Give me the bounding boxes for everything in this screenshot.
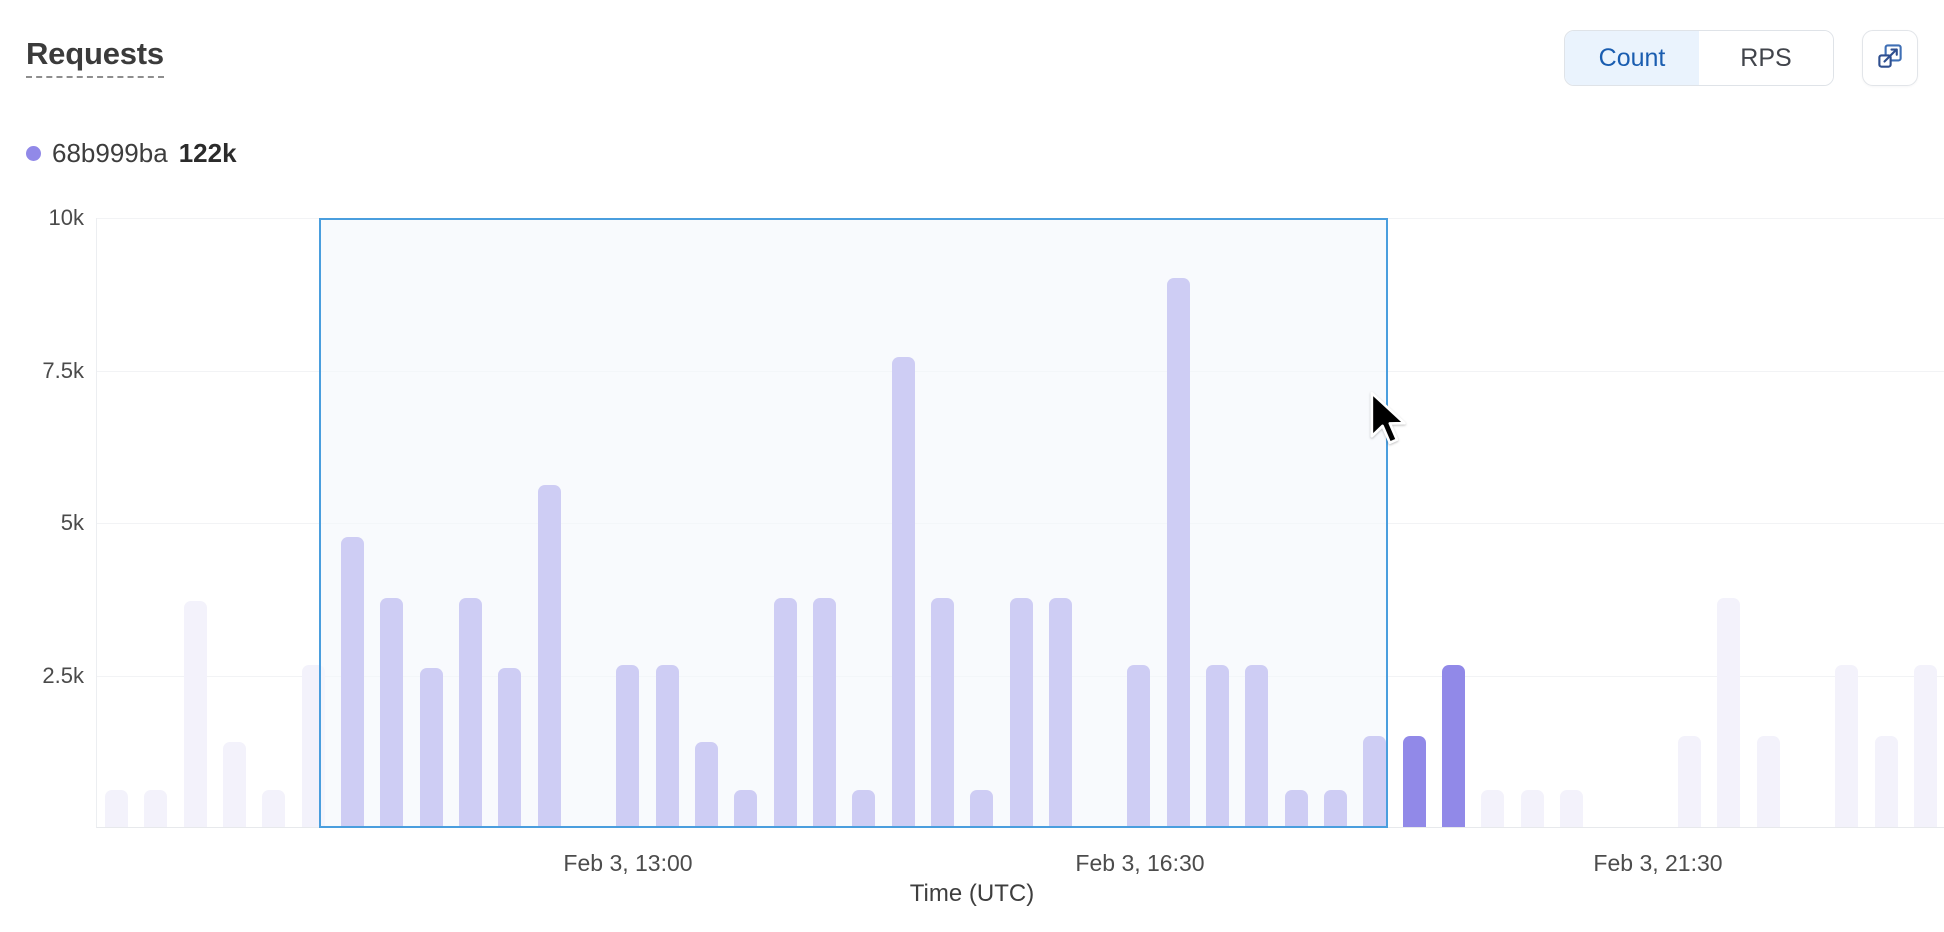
chart-bar[interactable] <box>144 790 168 827</box>
chart-legend[interactable]: 68b999ba 122k <box>26 138 237 169</box>
chart-bar[interactable] <box>183 601 207 827</box>
chart-bar[interactable] <box>930 598 954 827</box>
chart-bar[interactable] <box>1166 278 1190 827</box>
chart-bar[interactable] <box>1559 790 1583 827</box>
chart-bar[interactable] <box>537 485 561 827</box>
y-axis-tick-label: 10k <box>48 205 84 230</box>
chart-bar[interactable] <box>1520 790 1544 827</box>
metric-mode-toggle[interactable]: Count RPS <box>1564 30 1834 86</box>
open-in-new-icon <box>1875 41 1905 76</box>
page-title: Requests <box>26 38 164 78</box>
chart-bar[interactable] <box>1324 790 1348 827</box>
chart-bar[interactable] <box>694 741 718 827</box>
chart-bar[interactable] <box>1127 665 1151 827</box>
chart-bar[interactable] <box>1874 735 1898 827</box>
chart-bar[interactable] <box>1835 665 1859 827</box>
chart-bar[interactable] <box>773 598 797 827</box>
x-axis-tick-label: Feb 3, 13:00 <box>563 850 693 876</box>
chart-bar[interactable] <box>1402 735 1426 827</box>
chart-bar[interactable] <box>891 357 915 827</box>
tab-count[interactable]: Count <box>1565 31 1699 85</box>
legend-series-dot <box>26 146 41 161</box>
chart-bar[interactable] <box>1009 598 1033 827</box>
chart-bar[interactable] <box>616 665 640 827</box>
chart-bar[interactable] <box>812 598 836 827</box>
expand-chart-button[interactable] <box>1862 30 1918 86</box>
chart-bar[interactable] <box>459 598 483 827</box>
gridline <box>97 370 1944 372</box>
chart-bar[interactable] <box>1677 735 1701 827</box>
chart-bar[interactable] <box>1481 790 1505 827</box>
y-axis-tick-label: 2.5k <box>42 662 84 688</box>
chart-bar[interactable] <box>1284 790 1308 827</box>
chart-bar[interactable] <box>223 741 247 827</box>
tab-rps[interactable]: RPS <box>1699 31 1833 85</box>
chart-bar[interactable] <box>1442 665 1465 827</box>
chart-bar[interactable] <box>655 665 679 827</box>
chart-bar[interactable] <box>734 790 758 827</box>
chart-bar[interactable] <box>1363 735 1387 827</box>
panel-header: Requests Count RPS <box>0 0 1944 100</box>
plot-area[interactable] <box>96 218 1944 828</box>
gridline <box>97 218 1944 219</box>
gridline <box>97 523 1944 524</box>
chart-bar[interactable] <box>498 668 522 827</box>
chart-bar[interactable] <box>1717 598 1741 827</box>
chart-bar[interactable] <box>105 790 129 827</box>
chart-bar[interactable] <box>852 790 876 827</box>
chart-bar[interactable] <box>262 790 286 827</box>
chart-bar[interactable] <box>341 537 365 827</box>
legend-series-name: 68b999ba <box>52 138 168 168</box>
y-axis-tick-label: 5k <box>60 510 84 535</box>
legend-series-total: 122k <box>178 138 237 168</box>
chart-bar[interactable] <box>1756 735 1780 827</box>
chart-bar[interactable] <box>970 790 994 827</box>
chart-bar[interactable] <box>1048 598 1072 827</box>
y-axis-tick-label: 7.5k <box>42 357 84 383</box>
chart-bar[interactable] <box>1206 665 1230 827</box>
chart-bar[interactable] <box>380 598 404 827</box>
x-axis-tick-label: Feb 3, 21:30 <box>1593 850 1723 876</box>
chart-bar[interactable] <box>1913 665 1937 827</box>
chart-bar[interactable] <box>419 668 443 827</box>
chart-bar[interactable] <box>1245 665 1269 827</box>
chart-bar[interactable] <box>301 665 325 827</box>
x-axis-label: Time (UTC) <box>909 880 1035 907</box>
x-axis-tick-label: Feb 3, 16:30 <box>1075 850 1205 876</box>
